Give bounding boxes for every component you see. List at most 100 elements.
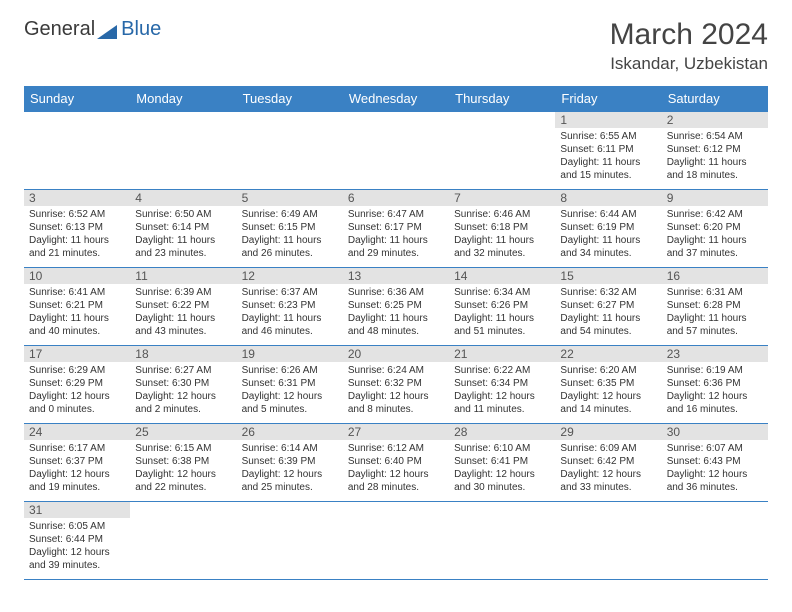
sunrise-line: Sunrise: 6:20 AM	[560, 364, 656, 377]
daylight-line: Daylight: 11 hours and 34 minutes.	[560, 234, 656, 260]
sunset-line: Sunset: 6:42 PM	[560, 455, 656, 468]
day-number: 26	[237, 424, 343, 440]
day-details: Sunrise: 6:52 AMSunset: 6:13 PMDaylight:…	[24, 206, 130, 264]
calendar-day-cell: 2Sunrise: 6:54 AMSunset: 6:12 PMDaylight…	[662, 112, 768, 190]
sunset-line: Sunset: 6:39 PM	[242, 455, 338, 468]
day-details: Sunrise: 6:41 AMSunset: 6:21 PMDaylight:…	[24, 284, 130, 342]
calendar-day-cell: 29Sunrise: 6:09 AMSunset: 6:42 PMDayligh…	[555, 424, 661, 502]
column-header: Saturday	[662, 86, 768, 112]
calendar-empty-cell	[662, 502, 768, 580]
daylight-line: Daylight: 11 hours and 26 minutes.	[242, 234, 338, 260]
calendar-empty-cell	[343, 112, 449, 190]
header: General Blue March 2024 Iskandar, Uzbeki…	[24, 18, 768, 74]
day-number: 1	[555, 112, 661, 128]
daylight-line: Daylight: 12 hours and 14 minutes.	[560, 390, 656, 416]
sunset-line: Sunset: 6:35 PM	[560, 377, 656, 390]
sunset-line: Sunset: 6:44 PM	[29, 533, 125, 546]
calendar-day-cell: 15Sunrise: 6:32 AMSunset: 6:27 PMDayligh…	[555, 268, 661, 346]
sunrise-line: Sunrise: 6:41 AM	[29, 286, 125, 299]
calendar-table: SundayMondayTuesdayWednesdayThursdayFrid…	[24, 86, 768, 580]
calendar-day-cell: 4Sunrise: 6:50 AMSunset: 6:14 PMDaylight…	[130, 190, 236, 268]
calendar-row: 3Sunrise: 6:52 AMSunset: 6:13 PMDaylight…	[24, 190, 768, 268]
sunset-line: Sunset: 6:30 PM	[135, 377, 231, 390]
sunrise-line: Sunrise: 6:27 AM	[135, 364, 231, 377]
sunrise-line: Sunrise: 6:07 AM	[667, 442, 763, 455]
calendar-body: 1Sunrise: 6:55 AMSunset: 6:11 PMDaylight…	[24, 112, 768, 580]
daylight-line: Daylight: 11 hours and 23 minutes.	[135, 234, 231, 260]
sunrise-line: Sunrise: 6:37 AM	[242, 286, 338, 299]
sunset-line: Sunset: 6:29 PM	[29, 377, 125, 390]
calendar-day-cell: 1Sunrise: 6:55 AMSunset: 6:11 PMDaylight…	[555, 112, 661, 190]
calendar-empty-cell	[237, 502, 343, 580]
day-number: 30	[662, 424, 768, 440]
calendar-row: 10Sunrise: 6:41 AMSunset: 6:21 PMDayligh…	[24, 268, 768, 346]
sunrise-line: Sunrise: 6:22 AM	[454, 364, 550, 377]
calendar-day-cell: 12Sunrise: 6:37 AMSunset: 6:23 PMDayligh…	[237, 268, 343, 346]
logo-general: General	[24, 18, 95, 41]
day-number: 13	[343, 268, 449, 284]
calendar-day-cell: 6Sunrise: 6:47 AMSunset: 6:17 PMDaylight…	[343, 190, 449, 268]
daylight-line: Daylight: 11 hours and 15 minutes.	[560, 156, 656, 182]
daylight-line: Daylight: 12 hours and 5 minutes.	[242, 390, 338, 416]
sunset-line: Sunset: 6:41 PM	[454, 455, 550, 468]
sunset-line: Sunset: 6:25 PM	[348, 299, 444, 312]
sunrise-line: Sunrise: 6:31 AM	[667, 286, 763, 299]
daylight-line: Daylight: 12 hours and 16 minutes.	[667, 390, 763, 416]
day-details: Sunrise: 6:49 AMSunset: 6:15 PMDaylight:…	[237, 206, 343, 264]
sunset-line: Sunset: 6:20 PM	[667, 221, 763, 234]
day-number: 10	[24, 268, 130, 284]
sunset-line: Sunset: 6:26 PM	[454, 299, 550, 312]
day-number: 19	[237, 346, 343, 362]
calendar-day-cell: 5Sunrise: 6:49 AMSunset: 6:15 PMDaylight…	[237, 190, 343, 268]
sunset-line: Sunset: 6:34 PM	[454, 377, 550, 390]
calendar-row: 17Sunrise: 6:29 AMSunset: 6:29 PMDayligh…	[24, 346, 768, 424]
calendar-day-cell: 13Sunrise: 6:36 AMSunset: 6:25 PMDayligh…	[343, 268, 449, 346]
calendar-day-cell: 30Sunrise: 6:07 AMSunset: 6:43 PMDayligh…	[662, 424, 768, 502]
sunrise-line: Sunrise: 6:14 AM	[242, 442, 338, 455]
day-details: Sunrise: 6:20 AMSunset: 6:35 PMDaylight:…	[555, 362, 661, 420]
daylight-line: Daylight: 12 hours and 36 minutes.	[667, 468, 763, 494]
day-details: Sunrise: 6:05 AMSunset: 6:44 PMDaylight:…	[24, 518, 130, 576]
calendar-row: 31Sunrise: 6:05 AMSunset: 6:44 PMDayligh…	[24, 502, 768, 580]
day-number: 8	[555, 190, 661, 206]
day-number: 6	[343, 190, 449, 206]
sunset-line: Sunset: 6:21 PM	[29, 299, 125, 312]
calendar-empty-cell	[449, 112, 555, 190]
sunset-line: Sunset: 6:32 PM	[348, 377, 444, 390]
day-number: 21	[449, 346, 555, 362]
calendar-day-cell: 22Sunrise: 6:20 AMSunset: 6:35 PMDayligh…	[555, 346, 661, 424]
daylight-line: Daylight: 11 hours and 29 minutes.	[348, 234, 444, 260]
day-details: Sunrise: 6:10 AMSunset: 6:41 PMDaylight:…	[449, 440, 555, 498]
title-group: March 2024 Iskandar, Uzbekistan	[610, 18, 768, 74]
day-details: Sunrise: 6:54 AMSunset: 6:12 PMDaylight:…	[662, 128, 768, 186]
day-number: 5	[237, 190, 343, 206]
sunrise-line: Sunrise: 6:39 AM	[135, 286, 231, 299]
calendar-day-cell: 18Sunrise: 6:27 AMSunset: 6:30 PMDayligh…	[130, 346, 236, 424]
day-details: Sunrise: 6:44 AMSunset: 6:19 PMDaylight:…	[555, 206, 661, 264]
day-details: Sunrise: 6:07 AMSunset: 6:43 PMDaylight:…	[662, 440, 768, 498]
day-number: 4	[130, 190, 236, 206]
sunset-line: Sunset: 6:12 PM	[667, 143, 763, 156]
day-number: 22	[555, 346, 661, 362]
sunset-line: Sunset: 6:28 PM	[667, 299, 763, 312]
day-number: 12	[237, 268, 343, 284]
day-number: 20	[343, 346, 449, 362]
daylight-line: Daylight: 11 hours and 18 minutes.	[667, 156, 763, 182]
sunset-line: Sunset: 6:13 PM	[29, 221, 125, 234]
sunset-line: Sunset: 6:15 PM	[242, 221, 338, 234]
day-number: 2	[662, 112, 768, 128]
sunrise-line: Sunrise: 6:12 AM	[348, 442, 444, 455]
sunrise-line: Sunrise: 6:49 AM	[242, 208, 338, 221]
day-details: Sunrise: 6:55 AMSunset: 6:11 PMDaylight:…	[555, 128, 661, 186]
daylight-line: Daylight: 11 hours and 37 minutes.	[667, 234, 763, 260]
day-number: 25	[130, 424, 236, 440]
daylight-line: Daylight: 12 hours and 39 minutes.	[29, 546, 125, 572]
sunrise-line: Sunrise: 6:10 AM	[454, 442, 550, 455]
daylight-line: Daylight: 12 hours and 22 minutes.	[135, 468, 231, 494]
sunset-line: Sunset: 6:43 PM	[667, 455, 763, 468]
daylight-line: Daylight: 12 hours and 19 minutes.	[29, 468, 125, 494]
daylight-line: Daylight: 11 hours and 46 minutes.	[242, 312, 338, 338]
calendar-day-cell: 7Sunrise: 6:46 AMSunset: 6:18 PMDaylight…	[449, 190, 555, 268]
day-number: 24	[24, 424, 130, 440]
day-number: 15	[555, 268, 661, 284]
